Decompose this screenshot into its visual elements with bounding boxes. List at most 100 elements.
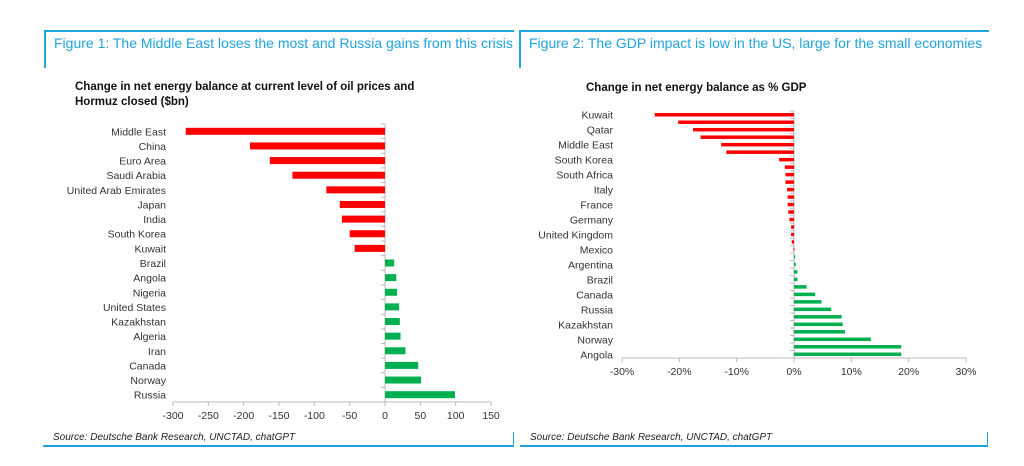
bar-unlabeled	[794, 255, 796, 259]
x-tick-label: -10%	[724, 366, 749, 378]
bar-nigeria	[385, 288, 398, 296]
x-tick-label: 0%	[786, 366, 801, 378]
chart2-title: Change in net energy balance as % GDP	[586, 82, 807, 94]
bar-unlabeled	[791, 225, 794, 229]
bar-angola	[794, 352, 902, 357]
bar-germany	[789, 217, 794, 222]
bar-kuwait	[354, 244, 385, 252]
x-tick-label: 0	[382, 410, 388, 422]
category-label: United Arab Emirates	[67, 185, 166, 197]
category-label: Kuwait	[581, 110, 613, 122]
bar-unlabeled	[794, 345, 902, 349]
x-tick-label: 20%	[898, 366, 919, 378]
category-label: Kuwait	[134, 243, 166, 255]
bar-kuwait	[654, 112, 794, 117]
bar-india	[341, 215, 385, 223]
category-label: Germany	[570, 215, 614, 227]
category-label: Middle East	[111, 126, 166, 138]
bar-japan	[339, 200, 385, 208]
bar-russia	[794, 307, 832, 312]
bar-france	[787, 202, 794, 207]
category-label: Qatar	[587, 125, 614, 137]
figure2-heading: Figure 2: The GDP impact is low in the U…	[519, 30, 989, 68]
category-label: Euro Area	[119, 156, 166, 168]
bar-kazakhstan	[385, 318, 400, 326]
bar-iran	[385, 347, 406, 355]
bar-unlabeled	[794, 270, 798, 274]
bar-unlabeled	[700, 135, 794, 139]
bar-unlabeled	[794, 300, 822, 304]
bar-canada	[794, 292, 816, 297]
category-label: Algeria	[133, 331, 166, 343]
category-label: France	[580, 200, 613, 212]
bar-brazil	[794, 277, 798, 282]
category-label: Norway	[130, 375, 166, 387]
category-label: Angola	[580, 349, 613, 361]
bar-saudi-arabia	[292, 171, 385, 179]
category-label: Mexico	[580, 244, 613, 256]
x-tick-label: -50	[342, 410, 357, 422]
bar-unlabeled	[794, 330, 846, 334]
bar-unlabeled	[788, 210, 794, 214]
bar-unlabeled	[791, 240, 794, 244]
x-tick-label: 10%	[841, 366, 862, 378]
figure2-source: Source: Deutsche Bank Research, UNCTAD, …	[520, 432, 988, 447]
bar-china	[250, 142, 385, 150]
x-tick-label: -150	[268, 410, 289, 422]
category-label: South Africa	[556, 170, 613, 182]
bar-united-states	[385, 303, 400, 311]
category-label: Nigeria	[133, 287, 166, 299]
category-label: Norway	[577, 334, 613, 346]
bar-algeria	[385, 332, 401, 340]
x-tick-label: 30%	[955, 366, 976, 378]
x-tick-label: -200	[233, 410, 254, 422]
category-label: Canada	[129, 360, 166, 372]
category-label: South Korea	[555, 155, 614, 167]
category-label: Canada	[576, 289, 613, 301]
bar-kazakhstan	[794, 322, 843, 327]
bar-canada	[385, 361, 419, 369]
category-label: South Korea	[108, 229, 167, 241]
bar-united-kingdom	[791, 232, 794, 237]
x-tick-label: -30%	[610, 366, 635, 378]
category-label: Japan	[137, 199, 166, 211]
category-label: Angola	[133, 273, 166, 285]
category-label: Russia	[581, 304, 613, 316]
bar-brazil	[385, 259, 395, 267]
bar-norway	[385, 376, 422, 384]
x-tick-label: -300	[162, 410, 183, 422]
category-label: United States	[103, 302, 166, 314]
bar-middle-east	[721, 142, 794, 147]
category-label: Middle East	[558, 140, 613, 152]
chart1-title: Change in net energy balance at current …	[75, 81, 415, 108]
category-label: Italy	[594, 185, 614, 197]
bar-unlabeled	[794, 315, 842, 319]
bar-italy	[787, 187, 794, 192]
bar-unlabeled	[794, 285, 807, 289]
bar-south-korea	[779, 157, 794, 162]
bar-qatar	[693, 127, 794, 132]
category-label: China	[139, 141, 167, 153]
x-tick-label: -100	[304, 410, 325, 422]
bar-south-korea	[349, 230, 385, 238]
bar-unlabeled	[785, 180, 794, 184]
category-label: Kazakhstan	[558, 319, 613, 331]
x-tick-label: -250	[198, 410, 219, 422]
bar-argentina	[794, 262, 796, 267]
bar-angola	[385, 274, 397, 282]
category-label: Iran	[148, 346, 166, 358]
bar-mexico	[793, 247, 795, 252]
bar-united-arab-emirates	[326, 186, 385, 194]
category-label: Kazakhstan	[111, 317, 166, 329]
category-label: Russia	[134, 390, 166, 402]
bar-south-africa	[785, 172, 794, 177]
bar-unlabeled	[787, 195, 794, 199]
category-label: Brazil	[587, 274, 613, 286]
category-label: India	[143, 214, 166, 226]
x-tick-label: 100	[447, 410, 465, 422]
bar-unlabeled	[678, 120, 794, 124]
bar-unlabeled	[784, 165, 794, 169]
bar-norway	[794, 337, 871, 342]
